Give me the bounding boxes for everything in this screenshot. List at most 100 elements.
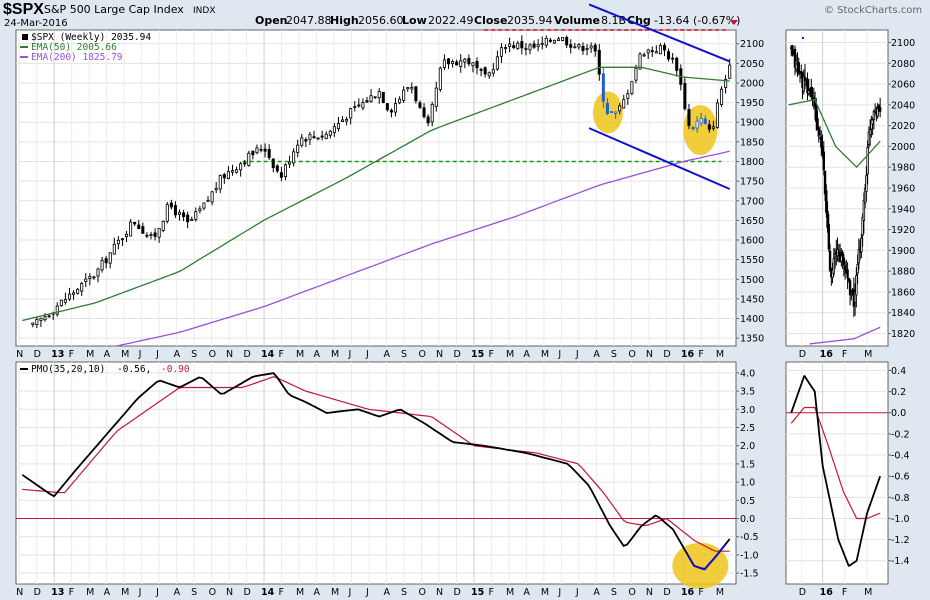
candle-body <box>288 161 292 165</box>
candle-body <box>80 283 84 292</box>
ticker-symbol: $SPX <box>3 1 44 18</box>
y-tick-label: 0.0 <box>740 514 755 525</box>
x-tick-label: M <box>296 587 304 598</box>
candle-body <box>247 152 251 166</box>
close-label: Close <box>474 14 507 27</box>
candle-body <box>843 265 847 271</box>
y-tick-label: 2000 <box>740 78 764 89</box>
ema50-line <box>788 99 881 168</box>
y-tick-label: 1860 <box>891 287 915 298</box>
highlight-oval-pmo <box>672 542 729 589</box>
x-tick-label: N <box>646 587 653 598</box>
x-tick-label: J <box>557 349 561 360</box>
x-tick-label: M <box>121 587 129 598</box>
candle-body <box>820 136 823 148</box>
candle-body <box>495 56 499 70</box>
candle-body <box>812 97 815 99</box>
candle-body <box>491 69 495 74</box>
candle-body <box>438 67 442 90</box>
x-tick-label: D <box>453 587 460 598</box>
candle-body <box>683 83 687 109</box>
channel-lower-line <box>588 127 731 190</box>
candle-body <box>825 190 828 213</box>
candle-body <box>446 58 451 65</box>
x-tick-label: O <box>628 587 635 598</box>
candle-body <box>585 48 589 51</box>
candle-body <box>120 238 124 241</box>
y-tick-label: -0.5 <box>740 532 759 543</box>
candle-body <box>605 102 609 114</box>
x-tick-label: O <box>209 349 216 360</box>
x-tick-label: F <box>69 349 74 360</box>
x-tick-label: D <box>799 349 806 360</box>
candle-body <box>345 118 349 122</box>
x-tick-label: F <box>842 349 847 360</box>
y-tick-label: 1900 <box>891 246 915 257</box>
y-tick-label: 2080 <box>891 59 915 70</box>
candle-body <box>561 37 565 41</box>
candle-body <box>198 208 202 212</box>
candle-body <box>528 44 532 51</box>
y-tick-label: 4.0 <box>740 368 755 379</box>
open-label: Open <box>255 14 288 27</box>
pmo-line <box>790 374 882 567</box>
candle-body <box>662 44 667 51</box>
volume-value: 8.1B <box>601 14 626 27</box>
x-tick-label: N <box>16 349 23 360</box>
y-tick-label: -1.2 <box>891 535 910 546</box>
x-tick-label: M <box>716 587 724 598</box>
candle-body <box>365 100 369 103</box>
highlight-oval-feb <box>683 105 718 156</box>
candle-body <box>687 109 691 126</box>
candle-body <box>878 107 882 112</box>
candle-body <box>865 175 868 192</box>
candle-body <box>165 204 169 222</box>
candle-body <box>239 163 243 171</box>
y-tick-label: 1960 <box>891 184 915 195</box>
candle-body <box>471 62 475 67</box>
candle-body <box>349 108 353 119</box>
x-tick-label: J <box>138 349 142 360</box>
candle-body <box>800 71 803 73</box>
candle-body <box>283 164 287 178</box>
candle-body <box>230 170 235 173</box>
y-tick-label: 1650 <box>740 216 764 227</box>
y-tick-label: 0.0 <box>891 408 906 419</box>
x-tick-label: F <box>279 349 284 360</box>
y-tick-label: 2100 <box>891 38 915 49</box>
candle-body <box>675 57 679 71</box>
x-tick-label: N <box>646 349 653 360</box>
candle-body <box>222 174 226 179</box>
candle-body <box>267 149 271 158</box>
candle-body <box>451 61 455 65</box>
pmo-bottom-highlight-line <box>686 543 727 571</box>
candle-body <box>459 60 463 67</box>
candle-body <box>512 45 516 48</box>
x-tick-label: J <box>575 349 579 360</box>
candle-body <box>72 292 76 295</box>
candle-body <box>296 144 300 153</box>
x-tick-label: 13 <box>51 349 64 360</box>
candle-body <box>194 211 198 220</box>
x-tick-label: A <box>314 349 321 360</box>
candle-body <box>601 73 605 102</box>
x-tick-label: D <box>453 349 460 360</box>
y-tick-label: 1880 <box>891 267 915 278</box>
y-tick-label: 1.0 <box>740 478 755 489</box>
candle-body <box>797 62 800 74</box>
candle-body <box>320 135 324 138</box>
candle-body <box>442 59 446 68</box>
y-tick-label: 2.5 <box>740 423 755 434</box>
chart-date: 24-Mar-2016 <box>4 18 68 29</box>
candle-body <box>577 44 581 48</box>
candle-body <box>92 276 96 279</box>
y-tick-label: -1.0 <box>891 514 910 525</box>
candle-body <box>548 39 552 42</box>
x-tick-label: M <box>506 587 514 598</box>
x-tick-label: J <box>155 349 159 360</box>
legend-swatch-price <box>22 34 28 40</box>
candle-body <box>125 233 129 238</box>
candle-body <box>699 117 703 124</box>
y-tick-label: 1800 <box>740 157 764 168</box>
chg-value: -13.64 (-0.67%) <box>654 14 740 27</box>
